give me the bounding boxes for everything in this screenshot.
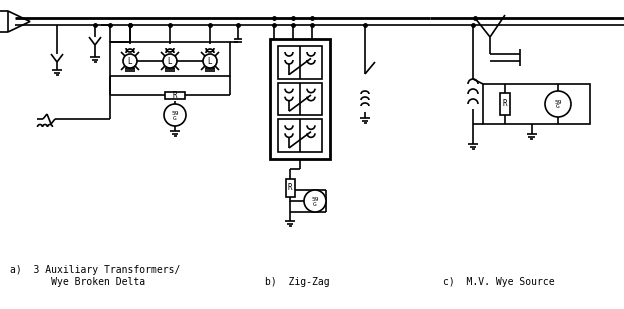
Text: G: G xyxy=(173,116,177,121)
Circle shape xyxy=(304,190,326,212)
Circle shape xyxy=(163,54,177,68)
Text: 59: 59 xyxy=(311,197,319,202)
Bar xyxy=(278,83,322,115)
Bar xyxy=(165,91,185,99)
Text: L: L xyxy=(208,57,212,66)
Bar xyxy=(278,46,322,79)
Text: b)  Zig-Zag: b) Zig-Zag xyxy=(265,277,329,287)
Text: G: G xyxy=(313,201,317,206)
Bar xyxy=(278,119,322,152)
Bar xyxy=(483,84,590,124)
Bar xyxy=(500,93,510,115)
Text: 59: 59 xyxy=(554,100,562,105)
Circle shape xyxy=(164,104,186,126)
Text: c)  M.V. Wye Source: c) M.V. Wye Source xyxy=(443,277,555,287)
Text: G: G xyxy=(556,104,560,109)
Text: L: L xyxy=(128,57,132,66)
Text: R: R xyxy=(173,91,177,99)
Bar xyxy=(286,179,295,197)
Circle shape xyxy=(203,54,217,68)
Circle shape xyxy=(123,54,137,68)
Text: 59: 59 xyxy=(171,111,178,116)
Text: a)  3 Auxiliary Transformers/
       Wye Broken Delta: a) 3 Auxiliary Transformers/ Wye Broken … xyxy=(10,265,180,287)
Text: L: L xyxy=(168,57,172,66)
Bar xyxy=(110,42,230,76)
Text: R: R xyxy=(503,99,507,108)
Text: R: R xyxy=(288,184,292,193)
Circle shape xyxy=(545,91,571,117)
Bar xyxy=(270,39,330,159)
